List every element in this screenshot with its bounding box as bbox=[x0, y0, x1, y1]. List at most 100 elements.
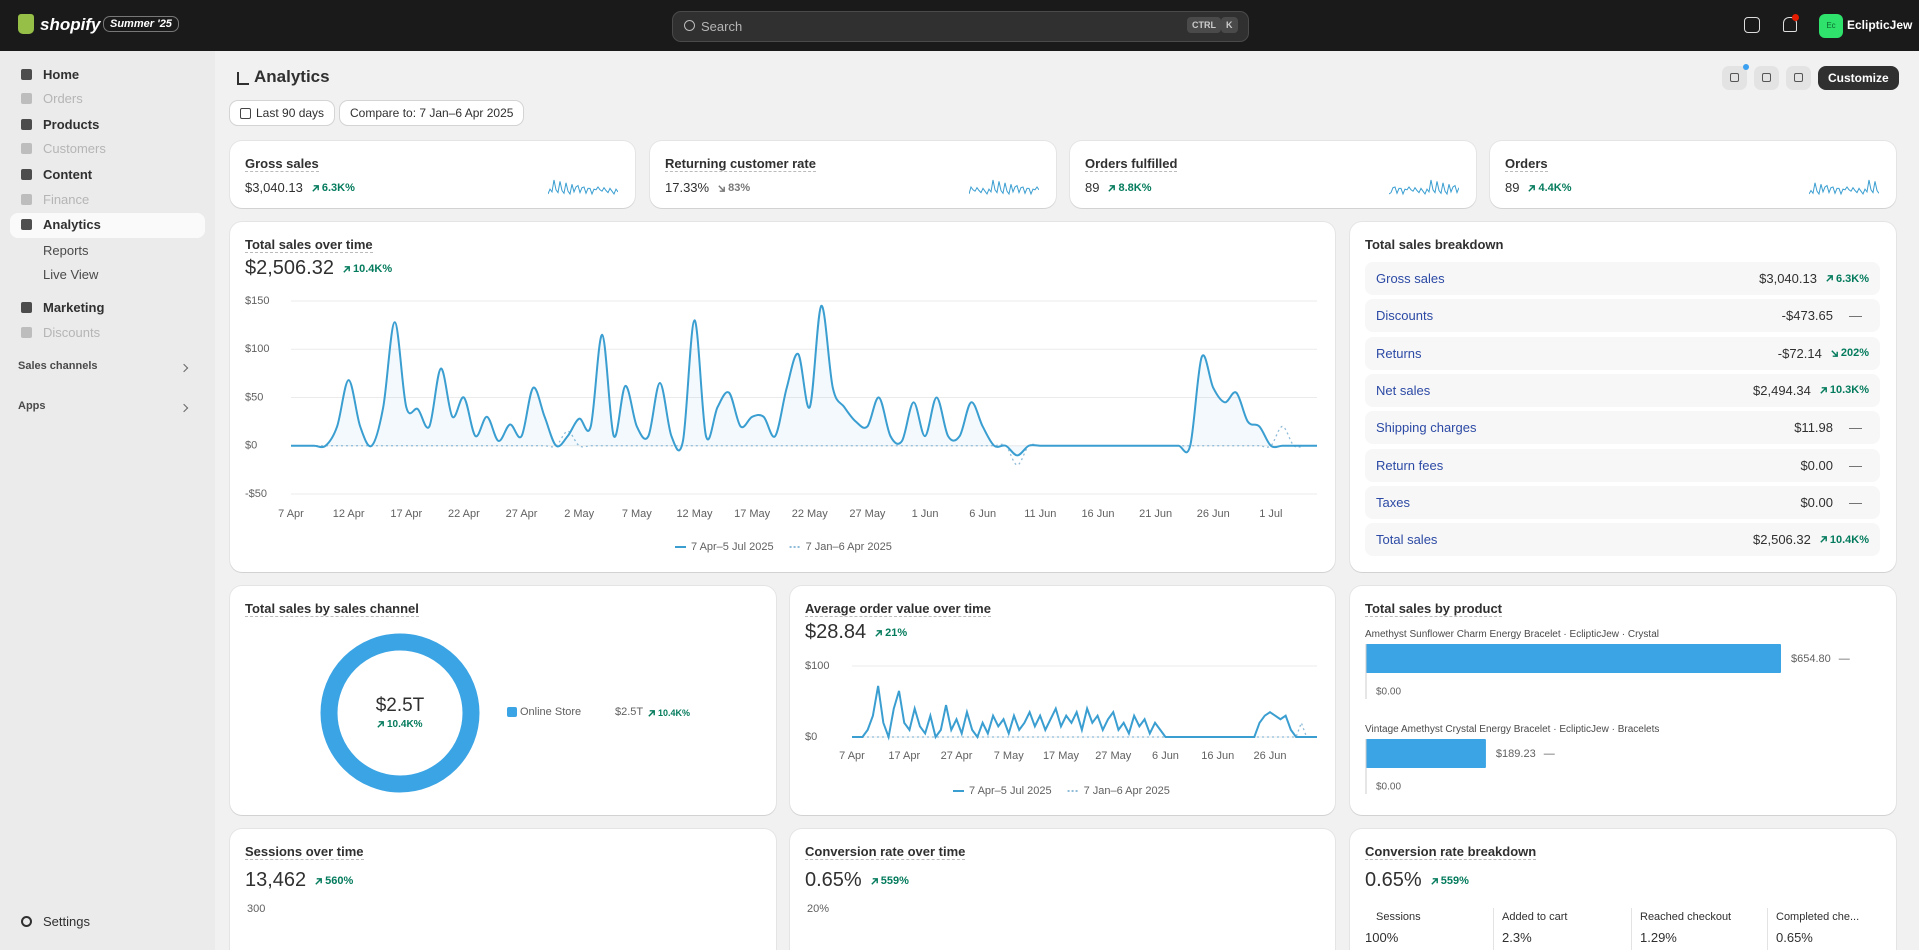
breakdown-row[interactable]: Return fees $0.00 — bbox=[1365, 448, 1880, 482]
change-value: 4.4K% bbox=[1538, 182, 1572, 194]
bar-label: Vintage Amethyst Crystal Energy Bracelet… bbox=[1365, 724, 1660, 735]
y-tick-label: 300 bbox=[247, 903, 266, 915]
trend-arrow bbox=[718, 184, 726, 192]
icon-button[interactable] bbox=[1722, 66, 1747, 90]
nav-icon bbox=[21, 69, 32, 80]
logo-mark bbox=[18, 14, 34, 34]
nav-item[interactable]: Analytics bbox=[43, 217, 101, 232]
bell-dot bbox=[1792, 14, 1799, 21]
trend-arrow bbox=[377, 721, 384, 728]
arrow-path bbox=[1108, 184, 1116, 192]
sessions-card bbox=[230, 829, 776, 950]
trend-arrow bbox=[1528, 184, 1536, 192]
breakdown-value: $0.00 bbox=[1800, 494, 1833, 510]
icon-button[interactable] bbox=[1786, 66, 1811, 90]
change: 10.4K% bbox=[1819, 534, 1869, 546]
sparkline bbox=[548, 179, 618, 196]
arrow-path bbox=[1820, 536, 1827, 543]
breakdown-row[interactable]: Returns -$72.14 202% bbox=[1365, 336, 1880, 370]
bell-icon[interactable] bbox=[1783, 17, 1797, 32]
arrow-path bbox=[1826, 275, 1833, 282]
compare-button[interactable]: Compare to: 7 Jan–6 Apr 2025 bbox=[340, 101, 524, 125]
breakdown-row[interactable]: Net sales $2,494.34 10.3K% bbox=[1365, 373, 1880, 407]
breakdown-row[interactable]: Total sales $2,506.32 10.4K% bbox=[1365, 523, 1880, 557]
date-range-button[interactable]: Last 90 days bbox=[230, 101, 335, 125]
step-label: Completed che... bbox=[1776, 911, 1860, 923]
kpi-label: Gross sales bbox=[245, 156, 319, 172]
kpi-card[interactable] bbox=[1490, 141, 1896, 208]
change: 560% bbox=[314, 875, 353, 887]
step-label: Sessions bbox=[1376, 911, 1421, 923]
notification-dot bbox=[1743, 64, 1749, 70]
change: 6.3K% bbox=[1825, 273, 1869, 285]
arrow-path bbox=[871, 877, 878, 885]
kpi-card[interactable] bbox=[230, 141, 635, 208]
arrow-path bbox=[1831, 349, 1838, 357]
chart-value: $2,506.32 bbox=[245, 257, 334, 279]
nav-item[interactable]: Content bbox=[43, 167, 93, 182]
trend-arrow bbox=[875, 629, 883, 637]
breakdown-label: Taxes bbox=[1376, 494, 1410, 510]
change-value: 83% bbox=[728, 182, 751, 194]
breakdown-value: $11.98 bbox=[1794, 420, 1833, 436]
search-icon bbox=[684, 20, 695, 31]
trend-arrow bbox=[1826, 275, 1833, 282]
store-name[interactable]: EclipticJew bbox=[1847, 18, 1913, 32]
nav-item[interactable]: Products bbox=[43, 117, 100, 132]
change: 83% bbox=[717, 182, 750, 194]
legend-value: $2.5T bbox=[615, 706, 644, 718]
kpi-value: $3,040.13 bbox=[245, 180, 303, 195]
change: 8.8K% bbox=[1107, 182, 1152, 194]
chart-title: Total sales over time bbox=[245, 237, 373, 253]
arrow-path bbox=[1431, 877, 1438, 885]
nav-icon bbox=[21, 219, 32, 230]
trend-arrow bbox=[1820, 536, 1827, 543]
help-icon[interactable] bbox=[1744, 17, 1760, 33]
sparkline-path bbox=[1389, 179, 1459, 196]
change: 10.4K% bbox=[342, 263, 392, 275]
nav-subitem[interactable]: Live View bbox=[43, 267, 99, 282]
chart-title: Conversion rate breakdown bbox=[1365, 844, 1537, 860]
breakdown-label: Return fees bbox=[1376, 457, 1444, 473]
nav-icon bbox=[21, 169, 32, 180]
kpi-card[interactable] bbox=[650, 141, 1056, 208]
breakdown-row[interactable]: Taxes $0.00 — bbox=[1365, 485, 1880, 519]
change: 10.3K% bbox=[1819, 384, 1869, 396]
arrow-path bbox=[718, 184, 726, 192]
change-value: 10.4K% bbox=[387, 719, 423, 730]
nav-section[interactable]: Sales channels bbox=[18, 360, 98, 372]
conversion-breakdown-card bbox=[1350, 829, 1896, 950]
no-change: — bbox=[1849, 420, 1862, 436]
nav-item: Discounts bbox=[43, 325, 101, 340]
nav-item[interactable]: Home bbox=[43, 67, 80, 82]
customize-button[interactable]: Customize bbox=[1818, 66, 1899, 90]
line-chart-card bbox=[230, 222, 1335, 572]
nav-section[interactable]: Apps bbox=[18, 400, 46, 412]
nav-subitem[interactable]: Reports bbox=[43, 243, 89, 258]
change: 10.4K% bbox=[647, 708, 690, 718]
aov-card bbox=[790, 586, 1335, 815]
avatar[interactable]: Ec bbox=[1819, 14, 1843, 38]
nav-icon bbox=[21, 302, 32, 313]
icon-button[interactable] bbox=[1754, 66, 1779, 90]
change: 4.4K% bbox=[1527, 182, 1572, 194]
nav-item[interactable]: Marketing bbox=[43, 300, 105, 315]
breakdown-value: $2,494.34 bbox=[1753, 382, 1811, 398]
kpi-card[interactable] bbox=[1070, 141, 1476, 208]
bar-label: Amethyst Sunflower Charm Energy Bracelet… bbox=[1365, 629, 1659, 640]
change: 10.4K% bbox=[376, 719, 423, 730]
breakdown-row[interactable]: Gross sales $3,040.13 6.3K% bbox=[1365, 262, 1880, 295]
settings[interactable]: Settings bbox=[43, 914, 90, 929]
nav-icon bbox=[21, 327, 32, 338]
breakdown-value: $3,040.13 bbox=[1759, 271, 1817, 286]
shortcut-key: K bbox=[1221, 17, 1238, 33]
trend-arrow bbox=[648, 709, 655, 717]
change-value: 559% bbox=[880, 875, 909, 887]
breakdown-row[interactable]: Discounts -$473.65 — bbox=[1365, 299, 1880, 333]
page-title: Analytics bbox=[254, 67, 330, 86]
search-box[interactable]: Search CTRL K bbox=[672, 11, 1249, 42]
breakdown-row[interactable]: Shipping charges $11.98 — bbox=[1365, 411, 1880, 445]
change-value: 6.3K% bbox=[1835, 272, 1869, 285]
no-change: — bbox=[1849, 308, 1862, 324]
nav-icon bbox=[21, 93, 32, 104]
